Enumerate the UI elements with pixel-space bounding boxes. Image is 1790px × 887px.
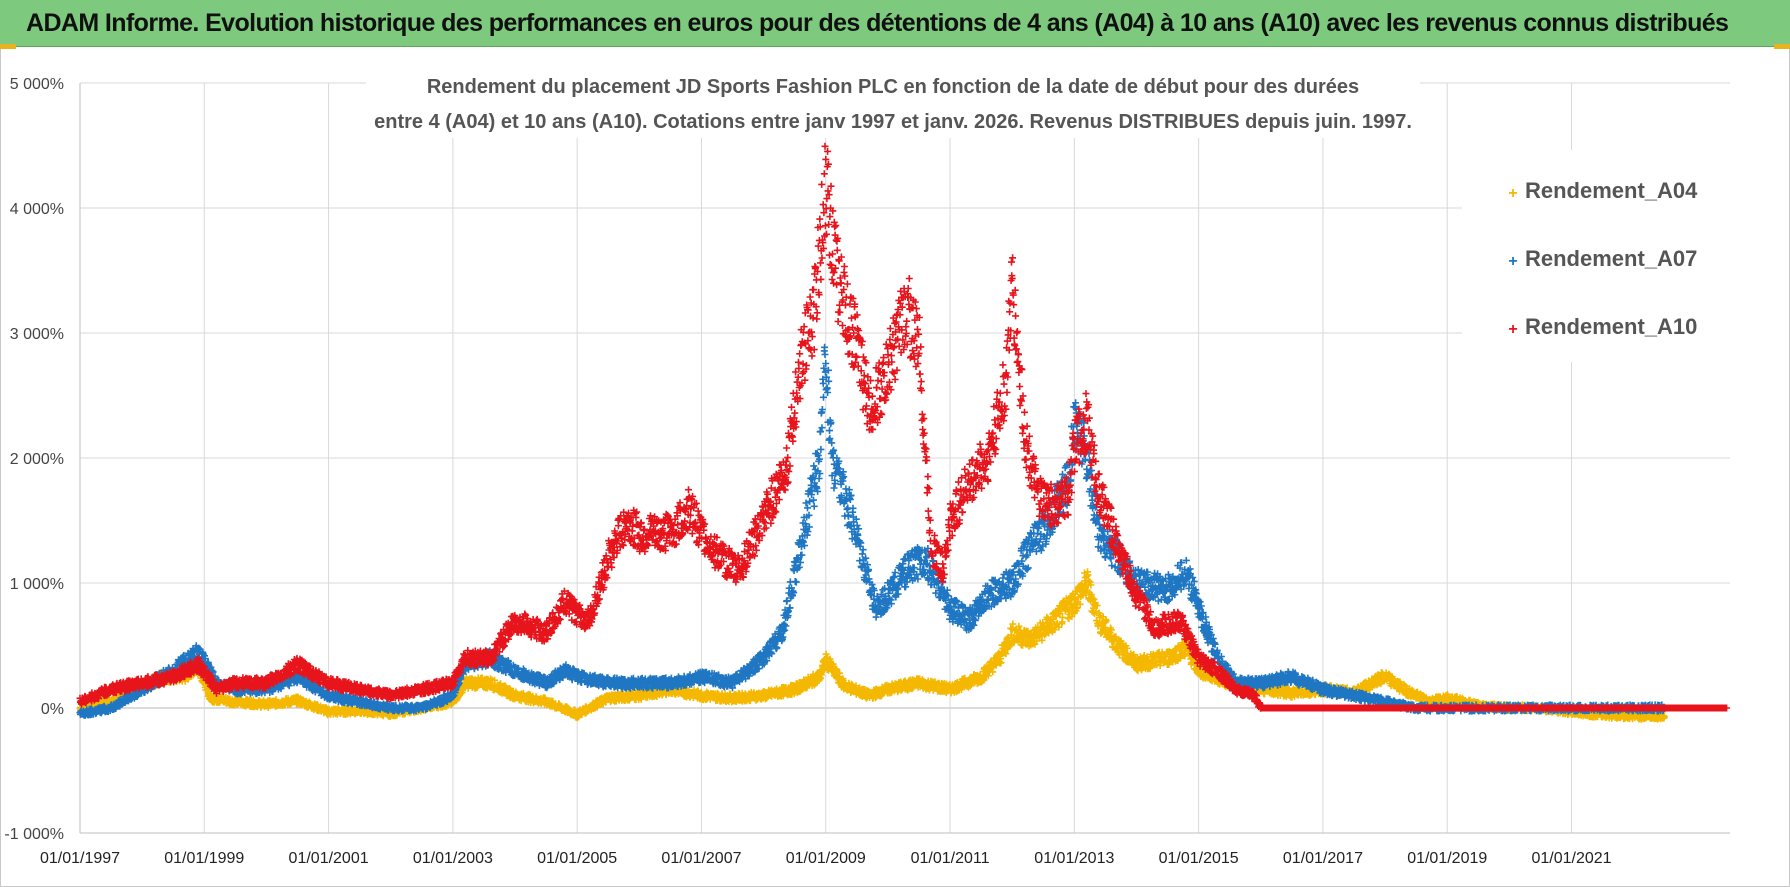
legend-marker-a10: + (1508, 321, 1517, 338)
series-a10 (76, 142, 1731, 712)
y-tick-label: 2 000% (10, 451, 64, 468)
x-tick-label: 01/01/2015 (1159, 850, 1239, 867)
y-tick-label: -1 000% (4, 826, 64, 843)
header-banner: ADAM Informe. Evolution historique des p… (0, 0, 1790, 47)
x-tick-label: 01/01/2013 (1034, 850, 1114, 867)
chart-subtitle-line-2: entre 4 (A04) et 10 ans (A10). Cotations… (374, 111, 1412, 133)
y-tick-label: 0% (41, 701, 64, 718)
banner-corner-right (1774, 44, 1790, 49)
x-tick-label: 01/01/2011 (911, 850, 990, 867)
legend-label-a04: Rendement_A04 (1525, 178, 1698, 203)
legend-background (1462, 150, 1732, 362)
x-axis: 01/01/1997 01/01/1999 01/01/2001 01/01/2003… (40, 850, 1612, 867)
x-tick-label: 01/01/2019 (1407, 850, 1487, 867)
chart-subtitle-line-1: Rendement du placement JD Sports Fashion… (427, 76, 1359, 98)
report-title: ADAM Informe. Evolution historique des p… (26, 9, 1729, 37)
legend-marker-a07: + (1508, 253, 1517, 270)
y-tick-label: 4 000% (10, 201, 64, 218)
x-tick-label: 01/01/2005 (537, 850, 617, 867)
y-axis: -1 000% 0% 1 000% 2 000% 3 000% 4 000% 5 000% (4, 76, 64, 843)
x-tick-label: 01/01/2017 (1283, 850, 1363, 867)
subtitle-background (366, 70, 1420, 138)
x-tick-label: 01/01/2021 (1531, 850, 1611, 867)
y-tick-label: 3 000% (10, 326, 64, 343)
y-tick-label: 5 000% (10, 76, 64, 93)
legend-label-a10: Rendement_A10 (1525, 314, 1697, 339)
y-tick-label: 1 000% (10, 576, 64, 593)
legend-marker-a04: + (1508, 185, 1517, 202)
series-a07 (76, 343, 1668, 719)
banner-corner-left (0, 44, 16, 49)
x-tick-label: 01/01/2001 (289, 850, 369, 867)
series-a07-markers (76, 343, 1668, 719)
x-tick-label: 01/01/1997 (40, 850, 120, 867)
data-series (76, 142, 1731, 723)
x-tick-label: 01/01/2003 (413, 850, 493, 867)
x-tick-label: 01/01/2009 (786, 850, 866, 867)
series-a10-markers (76, 142, 1731, 712)
legend: + Rendement_A04 + Rendement_A07 + Rendem… (1462, 150, 1732, 362)
x-tick-label: 01/01/2007 (661, 850, 741, 867)
legend-label-a07: Rendement_A07 (1525, 246, 1697, 271)
x-tick-label: 01/01/1999 (164, 850, 244, 867)
